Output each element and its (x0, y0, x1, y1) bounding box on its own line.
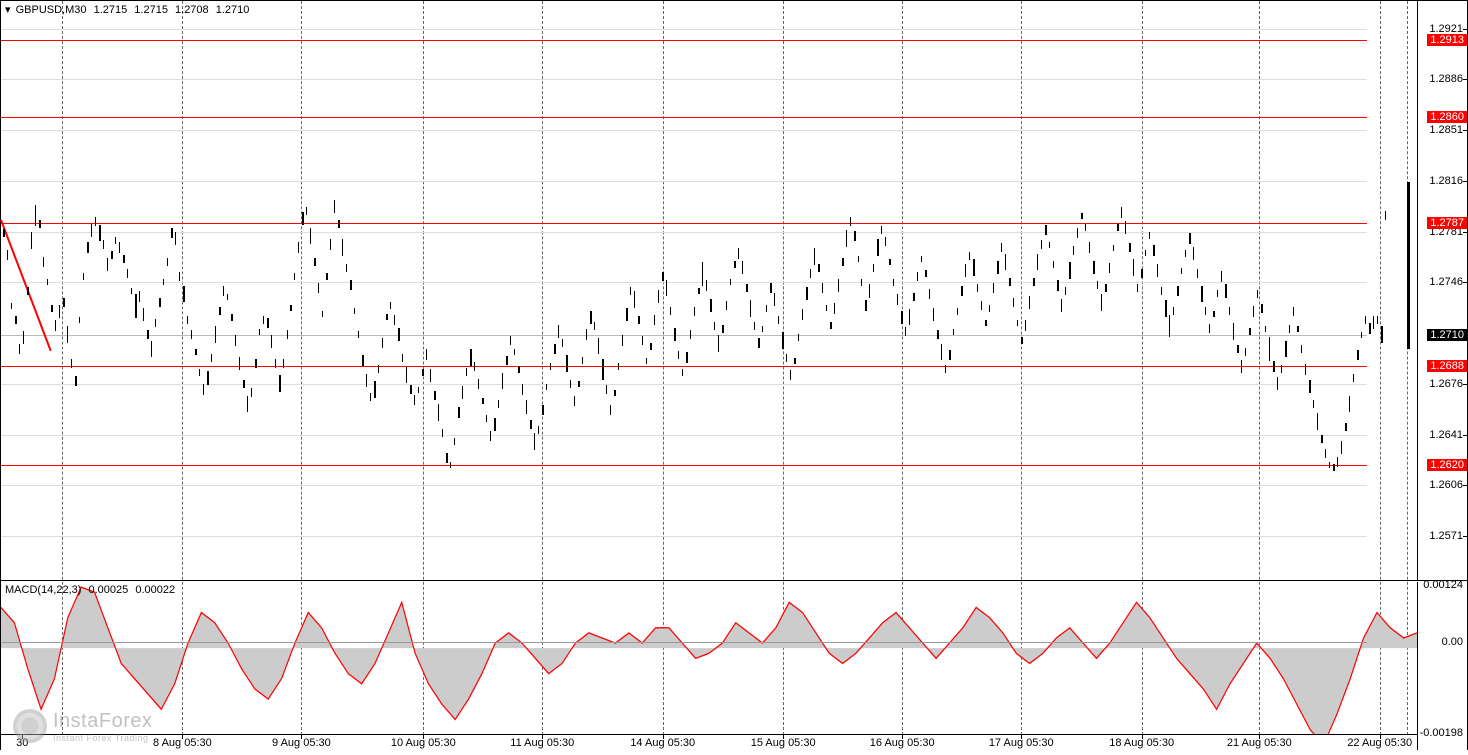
level-label: 1.2860 (1427, 111, 1467, 123)
ohlc-high: 1.2715 (134, 4, 168, 16)
macd-val2: 0.00022 (135, 584, 175, 596)
macd-chart-area[interactable] (1, 582, 1417, 750)
x-axis: 308 Aug 05:309 Aug 05:3010 Aug 05:3011 A… (1, 734, 1417, 750)
watermark-sub: Instant Forex Trading (53, 733, 152, 743)
gear-icon (13, 709, 47, 743)
macd-y-axis: 0.00124 0.00 -0.00198 (1417, 582, 1467, 750)
y-tick-label: 1.2746 (1429, 276, 1463, 288)
trend-line (0, 219, 51, 350)
y-tick-label: 1.2816 (1429, 175, 1463, 187)
dropdown-arrow-icon[interactable]: ▾ (5, 3, 11, 16)
resistance-level-line (1, 40, 1367, 41)
ohlc-open: 1.2715 (94, 4, 128, 16)
current-price-label: 1.2710 (1427, 329, 1467, 341)
level-label: 1.2620 (1427, 459, 1467, 471)
level-label: 1.2787 (1427, 217, 1467, 229)
chart-title-bar: ▾ GBPUSD,M30 1.2715 1.2715 1.2708 1.2710 (5, 3, 249, 16)
instrument-symbol: GBPUSD,M30 (16, 4, 87, 16)
macd-title: MACD(14,22,3) 0.00025 0.00022 (5, 584, 175, 596)
y-tick-label: 1.2571 (1429, 530, 1463, 542)
y-tick-label: 1.2606 (1429, 479, 1463, 491)
resistance-level-line (1, 223, 1367, 224)
y-tick-label: 1.2886 (1429, 73, 1463, 85)
watermark: InstaForex Instant Forex Trading (13, 709, 152, 743)
resistance-level-line (1, 366, 1367, 367)
macd-y-tick: 0.00124 (1423, 579, 1463, 591)
ohlc-close: 1.2710 (216, 4, 250, 16)
y-tick-label: 1.2851 (1429, 124, 1463, 136)
macd-y-tick: -0.00198 (1420, 727, 1463, 739)
macd-y-tick: 0.00 (1442, 636, 1463, 648)
macd-val1: 0.00025 (89, 584, 129, 596)
level-label: 1.2688 (1427, 360, 1467, 372)
y-tick-label: 1.2641 (1429, 429, 1463, 441)
y-tick-label: 1.2676 (1429, 378, 1463, 390)
price-panel: ▾ GBPUSD,M30 1.2715 1.2715 1.2708 1.2710… (1, 1, 1467, 581)
resistance-level-line (1, 117, 1367, 118)
macd-svg (1, 582, 1417, 750)
watermark-title: InstaForex (53, 710, 152, 733)
price-y-axis: 1.25711.26061.26411.26761.27461.27811.28… (1417, 1, 1467, 580)
macd-panel: MACD(14,22,3) 0.00025 0.00022 0.001240.0… (1, 582, 1467, 750)
price-chart-area[interactable] (1, 1, 1417, 580)
ohlc-low: 1.2708 (175, 4, 209, 16)
level-label: 1.2913 (1427, 34, 1467, 46)
y-tick-label: 1.2921 (1429, 23, 1463, 35)
resistance-level-line (1, 465, 1367, 466)
chart-container: ▾ GBPUSD,M30 1.2715 1.2715 1.2708 1.2710… (0, 0, 1468, 750)
